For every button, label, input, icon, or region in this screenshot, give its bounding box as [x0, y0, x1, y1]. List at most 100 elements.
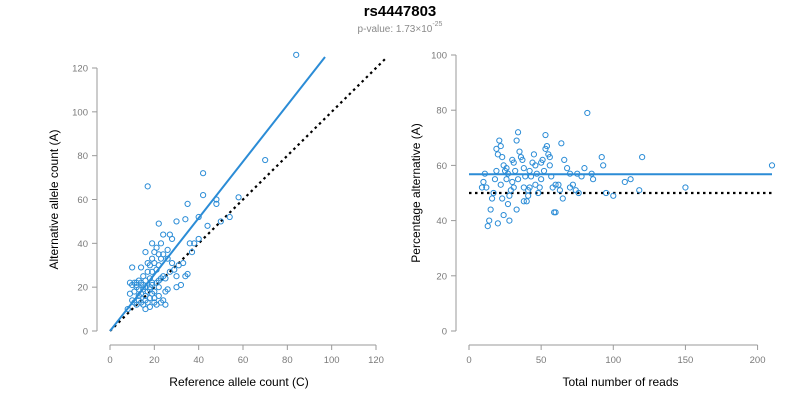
percentage-data-point — [490, 189, 497, 197]
percentage-data-point — [514, 129, 522, 136]
percentage-data-point — [639, 154, 646, 161]
allele-data-point — [293, 51, 300, 58]
percentage-data-point — [548, 173, 555, 180]
allele-data-point — [204, 222, 211, 229]
percentage-data-point — [540, 167, 548, 175]
allele-data-point — [135, 292, 142, 300]
percentage-data-point — [581, 165, 588, 172]
percentage-data-point — [600, 162, 607, 169]
percentage-data-point — [497, 181, 504, 188]
percentage-y-tick-label: 100 — [431, 51, 447, 62]
allele-data-point — [168, 259, 176, 267]
percentage-data-point — [500, 211, 507, 219]
allele-data-point — [188, 249, 196, 256]
allele-data-point — [155, 277, 162, 284]
percentage-data-point — [487, 206, 494, 213]
percentage-data-point — [598, 154, 605, 161]
allele-data-point — [235, 194, 242, 201]
percentage-data-point — [564, 165, 571, 172]
percentage-data-point — [513, 137, 520, 144]
percentage-x-axis-label: Total number of reads — [562, 375, 678, 389]
percentage-data-point — [513, 206, 520, 213]
allele-reference-line — [109, 56, 388, 332]
percentage-data-point — [559, 195, 566, 202]
allele-data-point — [200, 192, 207, 199]
percentage-data-point — [535, 189, 542, 197]
allele-fit-line — [109, 56, 326, 332]
percentage-data-point — [480, 178, 487, 186]
pvalue-text: p-value: 1.73×10 — [357, 24, 433, 35]
percentage-data-point — [527, 173, 535, 180]
percentage-data-point — [478, 184, 486, 191]
allele-data-point — [155, 220, 162, 227]
allele-y-tick-label: 20 — [77, 283, 88, 294]
chart-subtitle: p-value: 1.73×10-25 — [0, 21, 800, 35]
allele-data-point — [157, 255, 165, 262]
percentage-data-point — [530, 151, 538, 158]
allele-y-tick-label: 100 — [72, 107, 88, 118]
chart-title: rs4447803 — [363, 3, 437, 20]
percentage-data-point — [536, 184, 543, 191]
allele-data-point — [155, 284, 162, 291]
allele-data-point — [146, 303, 153, 310]
percentage-data-point — [532, 181, 539, 188]
allele-data-point — [164, 255, 171, 262]
allele-data-point — [195, 235, 202, 243]
allele-data-point — [160, 273, 167, 280]
allele-data-point — [142, 249, 149, 256]
percentage-data-point — [506, 192, 513, 199]
percentage-x-tick-label: 100 — [605, 355, 621, 366]
allele-data-point — [153, 266, 160, 273]
allele-data-point — [177, 281, 185, 289]
allele-data-point — [151, 259, 158, 267]
percentage-data-point — [538, 176, 545, 183]
percentage-data-point — [682, 184, 689, 191]
percentage-data-point — [566, 184, 574, 191]
allele-data-point — [129, 264, 136, 271]
percentage-data-point — [512, 167, 519, 175]
percentage-data-point — [503, 176, 510, 183]
percentage-data-point — [520, 165, 527, 172]
allele-data-point — [126, 279, 134, 286]
allele-x-tick-label: 0 — [107, 355, 112, 366]
percentage-data-point — [522, 173, 529, 180]
allele-data-point — [149, 290, 156, 297]
percentage-data-point — [602, 189, 610, 197]
percentage-data-point — [526, 167, 533, 175]
percentage-data-point — [503, 165, 510, 172]
percentage-data-point — [481, 170, 488, 177]
percentage-data-point — [517, 154, 525, 161]
allele-data-point — [191, 240, 198, 247]
percentage-data-point — [555, 181, 562, 188]
allele-data-point — [200, 170, 207, 177]
percentage-data-point — [538, 159, 545, 166]
percentage-data-point — [768, 162, 776, 169]
allele-data-point — [142, 284, 149, 291]
percentage-data-point — [551, 209, 558, 216]
allele-data-point — [213, 196, 220, 203]
allele-x-tick-label: 60 — [238, 355, 249, 366]
allele-data-point — [173, 218, 180, 225]
allele-x-axis-label: Reference allele count (C) — [169, 375, 308, 389]
percentage-x-tick-label: 150 — [677, 355, 693, 366]
allele-data-point — [217, 218, 224, 225]
allele-x-tick-label: 20 — [149, 355, 160, 366]
percentage-data-point — [529, 159, 536, 166]
allele-data-point — [144, 183, 151, 190]
allele-y-axis-label: Alternative allele count (A) — [47, 129, 61, 269]
allele-y-tick-label: 40 — [77, 239, 88, 250]
percentage-data-point — [556, 187, 564, 194]
allele-data-point — [162, 288, 169, 295]
allele-y-tick-label: 120 — [72, 64, 88, 75]
percentage-data-point — [493, 167, 500, 175]
percentage-data-point — [499, 154, 506, 161]
allele-data-point — [157, 240, 165, 247]
percentage-data-point — [520, 184, 527, 191]
allele-x-tick-label: 80 — [282, 355, 293, 366]
percentage-data-point — [488, 195, 496, 202]
allele-y-tick-label: 0 — [83, 327, 88, 338]
allele-data-point — [182, 216, 189, 223]
allele-data-point — [166, 231, 173, 238]
percentage-data-point — [499, 195, 506, 202]
